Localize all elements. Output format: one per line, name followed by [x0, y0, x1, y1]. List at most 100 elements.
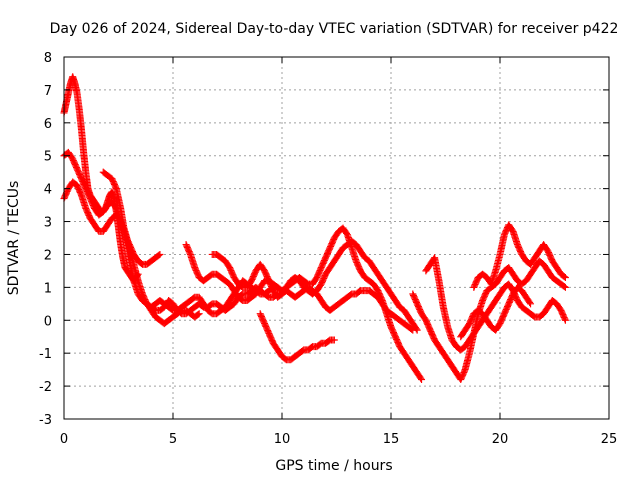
data-marker-trail	[479, 288, 490, 303]
data-marker-trail	[405, 314, 416, 326]
data-marker-trail	[170, 311, 180, 320]
data-marker-trail	[528, 311, 538, 320]
data-marker-trail	[100, 222, 111, 234]
data-marker-trail	[70, 179, 80, 189]
data-marker-trail	[144, 258, 154, 268]
data-marker-trail	[222, 278, 233, 287]
data-marker-trail	[515, 278, 525, 287]
data-marker-trail	[458, 327, 468, 339]
data-marker-trail	[471, 324, 481, 336]
data-marker-trail	[157, 317, 167, 327]
data-marker-trail	[122, 265, 130, 274]
x-tick-label: 5	[169, 432, 177, 447]
data-marker-trail	[201, 274, 211, 284]
data-marker-trail	[244, 294, 254, 304]
data-marker-trail	[392, 334, 403, 349]
data-marker-trail	[409, 291, 421, 306]
data-marker-trail	[457, 367, 468, 382]
data-marker-trail	[214, 307, 224, 317]
data-marker-trail	[475, 318, 486, 330]
data-marker-trail	[82, 186, 94, 201]
data-marker-trail	[479, 311, 490, 323]
data-marker-trail	[188, 304, 198, 314]
y-tick-label: 4	[44, 183, 52, 198]
y-tick-label: 5	[44, 150, 52, 165]
data-marker-trail	[375, 288, 386, 303]
series-arc-12	[457, 283, 535, 341]
data-marker-trail	[462, 337, 473, 349]
data-marker-trail	[188, 311, 198, 320]
y-axis-label: SDTVAR / TECUs	[6, 181, 22, 296]
data-marker-trail	[244, 278, 255, 290]
data-marker-trail	[161, 317, 172, 327]
x-tick-label: 15	[383, 432, 400, 447]
data-marker-trail	[327, 235, 338, 250]
data-marker-trail	[183, 242, 194, 257]
data-marker-trail	[527, 265, 538, 277]
data-marker-trail	[488, 298, 499, 310]
data-marker-trail	[218, 274, 228, 284]
data-marker-trail	[166, 314, 176, 323]
data-point	[330, 336, 338, 344]
data-marker-trail	[510, 272, 521, 283]
data-marker-trail	[493, 275, 503, 287]
plot-frame	[63, 56, 610, 420]
data-marker-trail	[227, 291, 237, 303]
data-marker-trail	[484, 304, 494, 316]
data-marker-trail	[523, 307, 533, 317]
data-marker-trail	[549, 274, 560, 284]
data-marker-trail	[484, 284, 494, 294]
data-marker-trail	[488, 281, 499, 291]
data-point	[527, 300, 535, 308]
data-marker-trail	[423, 262, 433, 274]
data-marker-trail	[371, 291, 381, 300]
data-marker-trail	[466, 311, 477, 326]
data-marker-trail	[235, 281, 246, 291]
data-marker-trail	[506, 222, 516, 234]
series-arc-11	[470, 221, 569, 291]
data-marker-trail	[536, 311, 547, 320]
data-marker-trail	[492, 252, 504, 273]
data-marker-trail	[471, 307, 481, 317]
data-marker-trail	[249, 291, 259, 300]
data-marker-trail	[100, 169, 111, 179]
data-marker-trail	[501, 301, 512, 316]
data-marker-trail	[353, 258, 364, 273]
data-marker-trail	[314, 281, 324, 293]
data-marker-trail	[327, 258, 337, 270]
data-marker-trail	[196, 274, 206, 284]
data-marker-trail	[297, 287, 307, 297]
data-marker-trail	[462, 321, 473, 333]
data-marker-trail	[331, 252, 342, 264]
data-marker-trail	[401, 320, 411, 330]
data-marker-trail	[297, 347, 307, 356]
data-marker-trail	[414, 370, 425, 382]
data-marker-trail	[506, 265, 516, 277]
y-tick-label: -2	[39, 380, 52, 395]
data-marker-trail	[148, 308, 159, 320]
data-marker-trail	[61, 186, 72, 201]
data-marker-trail	[340, 294, 350, 304]
data-marker-trail	[183, 297, 193, 307]
data-marker-trail	[305, 287, 315, 297]
data-marker-trail	[366, 278, 376, 287]
data-marker-trail	[153, 251, 163, 261]
data-marker-trail	[74, 166, 85, 181]
data-marker-trail	[357, 248, 368, 260]
data-marker-trail	[279, 285, 289, 297]
data-marker-trail	[288, 291, 298, 300]
data-marker-trail	[440, 305, 451, 329]
data-marker-trail	[257, 262, 268, 274]
data-marker-trail	[431, 337, 442, 349]
data-marker-trail	[196, 295, 207, 307]
data-marker-trail	[362, 274, 372, 284]
data-marker-trail	[235, 294, 246, 304]
data-marker-trail	[414, 301, 425, 316]
data-marker-trail	[240, 278, 250, 287]
data-marker-trail	[549, 297, 560, 307]
data-point	[413, 326, 421, 334]
data-marker-trail	[344, 291, 355, 300]
data-marker-trail	[222, 258, 233, 270]
data-marker-trail	[113, 186, 124, 211]
